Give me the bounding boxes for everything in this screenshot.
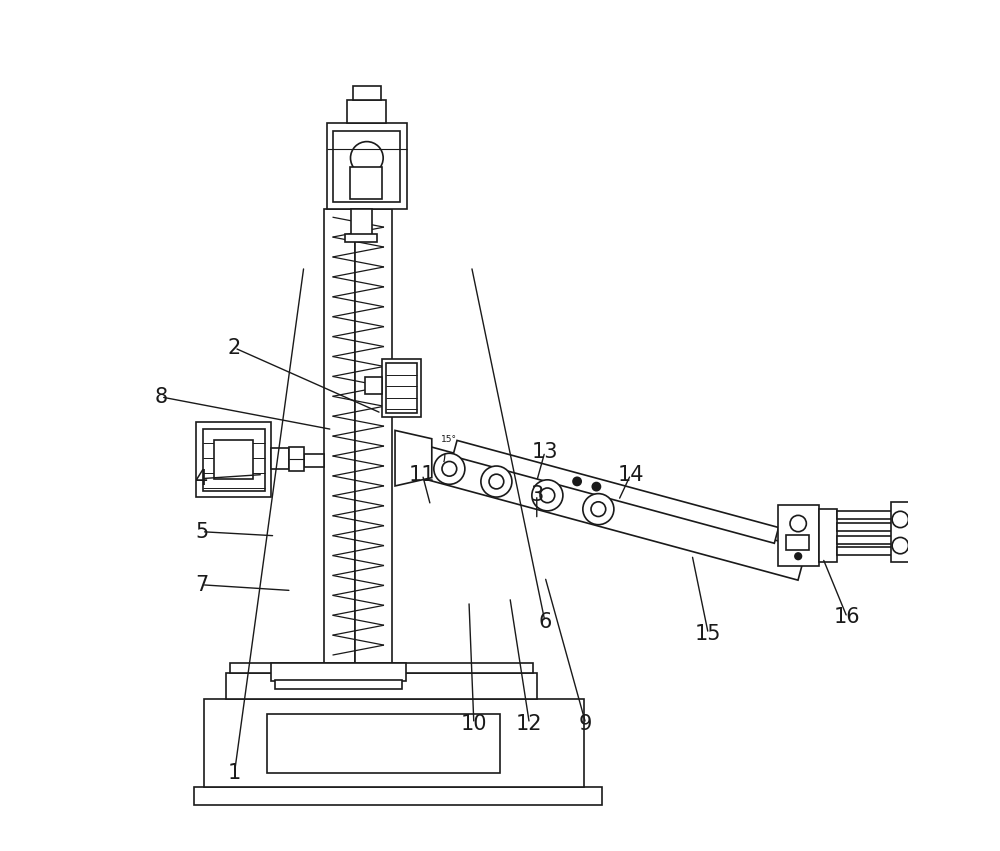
Text: 12: 12 [516, 714, 543, 734]
Text: 7: 7 [195, 574, 208, 595]
Bar [351, 209, 372, 237]
Text: 11: 11 [409, 465, 436, 484]
Text: 2: 2 [228, 338, 241, 358]
Text: 16: 16 [834, 608, 861, 627]
Bar [347, 100, 386, 123]
Bar [786, 535, 809, 550]
Text: 9: 9 [579, 714, 592, 734]
Polygon shape [453, 441, 779, 543]
Bar [386, 363, 417, 414]
Text: 15°: 15° [441, 435, 457, 444]
Circle shape [532, 480, 563, 511]
Circle shape [795, 553, 801, 559]
Circle shape [790, 516, 806, 532]
Bar [382, 358, 421, 417]
Text: 15: 15 [695, 624, 722, 644]
Bar [327, 123, 407, 209]
Circle shape [592, 483, 600, 491]
Bar [196, 422, 271, 497]
Circle shape [350, 141, 383, 174]
Bar [304, 454, 324, 467]
Bar [837, 536, 892, 544]
Bar [345, 233, 377, 242]
Bar [267, 714, 500, 773]
Circle shape [489, 474, 504, 488]
Bar [333, 131, 400, 203]
Circle shape [442, 461, 457, 477]
Circle shape [591, 502, 606, 517]
Bar [355, 209, 392, 663]
Circle shape [583, 494, 614, 525]
Bar [778, 505, 819, 566]
Bar [214, 440, 253, 479]
Bar [271, 448, 289, 469]
Text: 5: 5 [195, 522, 208, 542]
Bar [204, 700, 584, 787]
Bar [275, 680, 402, 689]
Text: 14: 14 [617, 465, 644, 484]
Text: 4: 4 [195, 469, 208, 488]
Circle shape [573, 477, 581, 485]
Bar [350, 167, 382, 199]
Bar [226, 673, 537, 700]
Bar [230, 663, 533, 673]
Bar [271, 663, 406, 681]
Bar [194, 787, 602, 805]
Circle shape [219, 445, 248, 475]
Bar [289, 447, 304, 471]
Bar [837, 511, 892, 519]
Text: 8: 8 [154, 387, 168, 407]
Text: 10: 10 [461, 714, 487, 734]
Circle shape [434, 454, 465, 484]
Bar [819, 509, 837, 562]
Polygon shape [406, 443, 807, 580]
Bar [203, 429, 265, 491]
Circle shape [892, 511, 908, 528]
Circle shape [481, 466, 512, 497]
Text: 1: 1 [228, 762, 241, 783]
Bar [837, 523, 892, 531]
Bar [324, 209, 355, 663]
Text: 6: 6 [538, 612, 552, 631]
Circle shape [540, 488, 555, 503]
Polygon shape [395, 431, 432, 486]
Bar [837, 547, 892, 556]
Text: 13: 13 [532, 442, 558, 461]
Bar [365, 378, 382, 394]
Text: 3: 3 [530, 485, 543, 505]
Bar [353, 86, 381, 100]
Circle shape [892, 538, 908, 554]
Bar [891, 502, 911, 562]
